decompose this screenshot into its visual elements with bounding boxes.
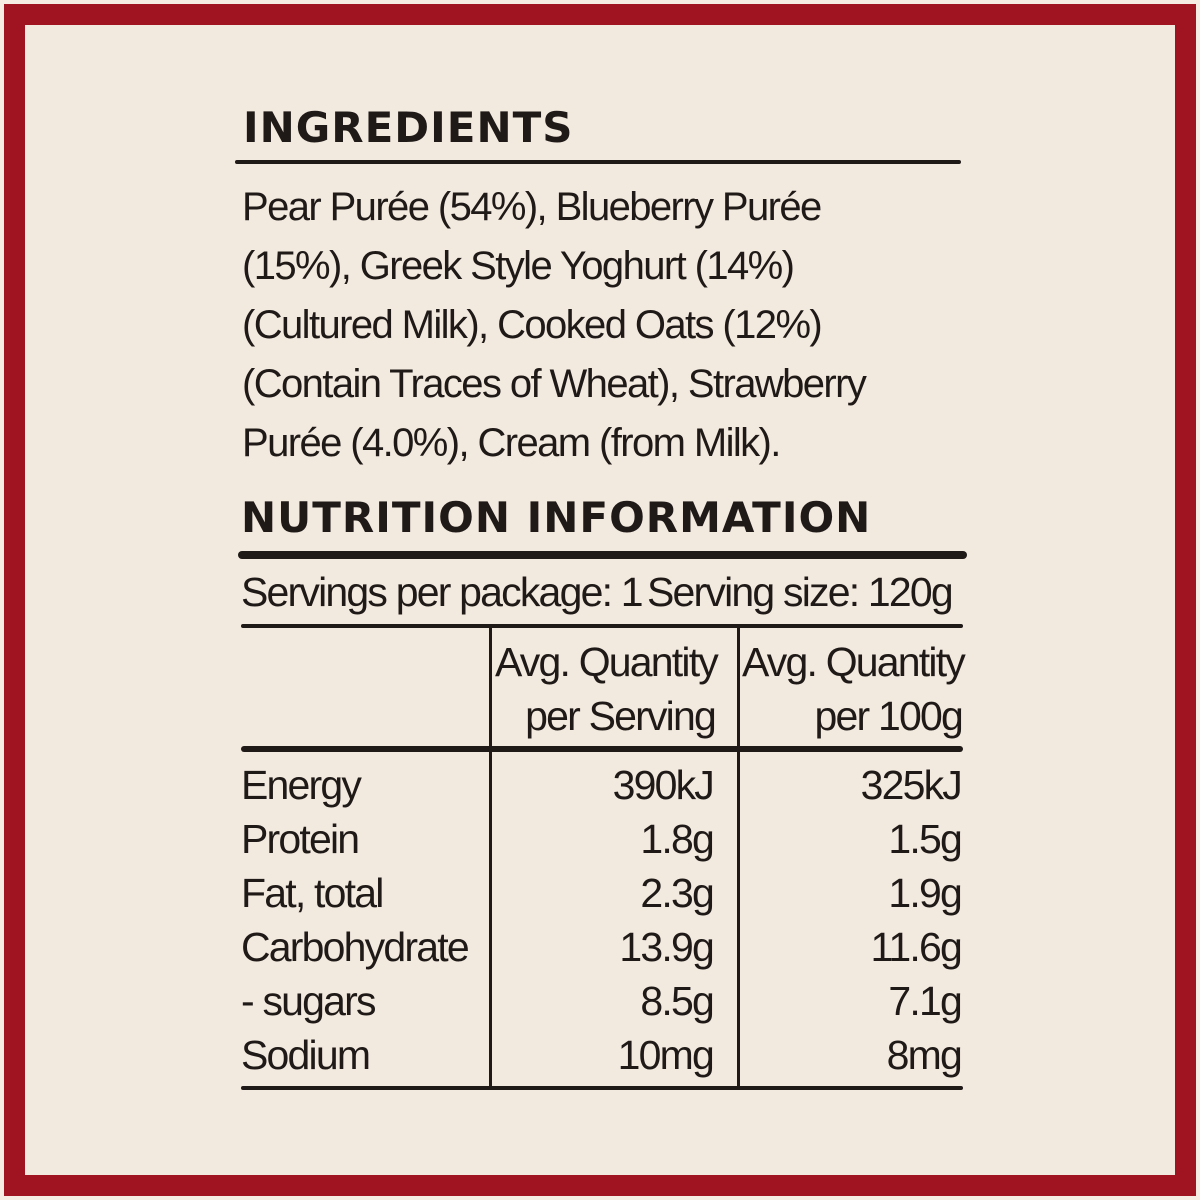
per-serving-values: 390kJ 1.8g 2.3g 13.9g 8.5g 10mg: [495, 758, 715, 1082]
nutrient-names: Energy Protein Fat, total Carbohydrate -…: [241, 758, 470, 1082]
per-100g-value: 11.6g: [870, 924, 962, 970]
divider: [241, 746, 963, 752]
header-line: per Serving: [525, 693, 717, 739]
per-100g-value: 1.9g: [888, 870, 962, 916]
nutrient-name: - sugars: [241, 978, 377, 1024]
header-line: per 100g: [814, 693, 964, 739]
serving-size: Serving size: 120g: [647, 569, 954, 615]
ingredients-heading: INGREDIENTS: [243, 103, 574, 152]
per-100g-value: 8mg: [886, 1032, 963, 1078]
per-serving-value: 10mg: [617, 1032, 715, 1078]
per-serving-value: 390kJ: [612, 762, 715, 808]
ingredients-line: (Contain Traces of Wheat), Strawberry: [242, 362, 867, 406]
per-100g-value: 7.1g: [888, 978, 962, 1024]
nutrient-name: Sodium: [241, 1032, 371, 1078]
label-frame: [4, 4, 1196, 1196]
per-serving-value: 1.8g: [640, 816, 714, 862]
nutrient-name: Carbohydrate: [241, 924, 470, 970]
header-line: Avg. Quantity: [742, 639, 966, 685]
column-divider: [737, 626, 740, 1090]
column-divider: [489, 626, 492, 1090]
divider: [241, 1086, 963, 1090]
header-per-100g: Avg. Quantity per 100g: [742, 635, 966, 743]
per-serving-value: 2.3g: [640, 870, 714, 916]
per-100g-values: 325kJ 1.5g 1.9g 11.6g 7.1g 8mg: [742, 758, 963, 1082]
nutrient-name: Protein: [241, 816, 360, 862]
ingredients-list: Pear Purée (54%), Blueberry Purée (15%),…: [242, 178, 942, 473]
ingredients-line: Pear Purée (54%), Blueberry Purée: [242, 185, 822, 229]
header-per-serving: Avg. Quantity per Serving: [495, 635, 719, 743]
divider: [238, 551, 967, 559]
divider: [235, 160, 961, 164]
nutrient-name: Energy: [241, 762, 362, 808]
divider: [241, 624, 963, 628]
ingredients-line: (Cultured Milk), Cooked Oats (12%): [242, 303, 823, 347]
header-line: Avg. Quantity: [495, 639, 719, 685]
ingredients-line: Purée (4.0%), Cream (from Milk).: [242, 421, 781, 465]
nutrition-heading: NUTRITION INFORMATION: [241, 493, 872, 542]
per-serving-value: 13.9g: [619, 924, 714, 970]
per-100g-value: 1.5g: [888, 816, 962, 862]
ingredients-line: (15%), Greek Style Yoghurt (14%): [242, 244, 795, 288]
nutrient-name: Fat, total: [241, 870, 384, 916]
servings-per-package: Servings per package: 1: [241, 569, 644, 615]
per-serving-value: 8.5g: [640, 978, 714, 1024]
per-100g-value: 325kJ: [860, 762, 963, 808]
